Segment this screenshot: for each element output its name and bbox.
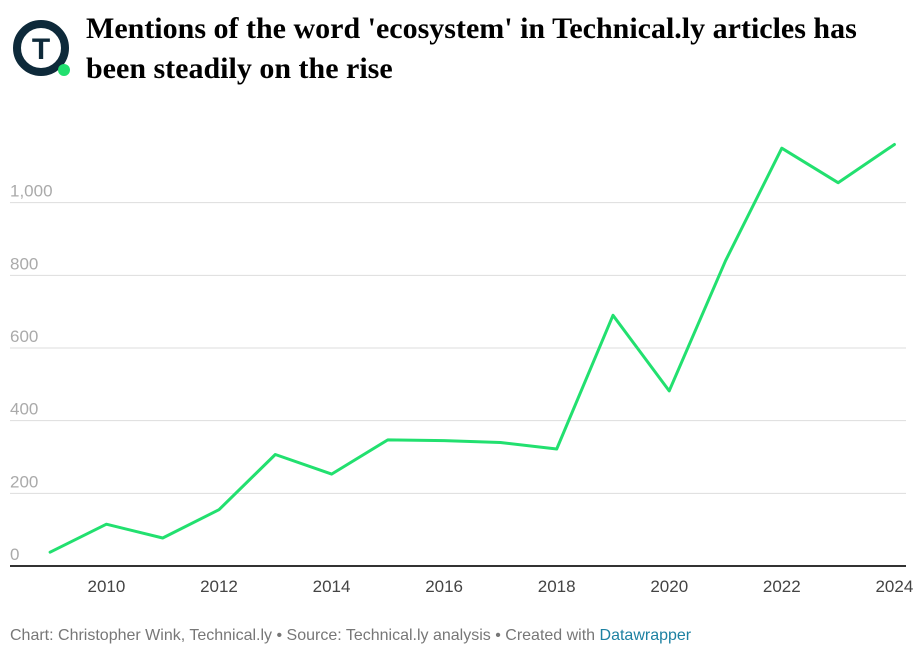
chart-header: T Mentions of the word 'ecosystem' in Te… [0, 0, 922, 100]
y-tick-label: 0 [10, 545, 19, 564]
x-tick-label: 2010 [88, 577, 126, 596]
chart-title: Mentions of the word 'ecosystem' in Tech… [86, 12, 857, 85]
x-tick-label: 2020 [650, 577, 688, 596]
y-tick-label: 1,000 [10, 182, 53, 201]
footer-credits: Chart: Christopher Wink, Technical.ly • … [10, 627, 600, 644]
x-tick-label: 2016 [425, 577, 463, 596]
logo-dot [58, 64, 70, 76]
y-tick-label: 200 [10, 472, 38, 491]
x-tick-label: 2012 [200, 577, 238, 596]
x-tick-label: 2022 [763, 577, 801, 596]
x-tick-label: 2024 [875, 577, 913, 596]
logo-letter: T [32, 33, 50, 66]
y-tick-label: 800 [10, 254, 38, 273]
chart-footer: Chart: Christopher Wink, Technical.ly • … [10, 627, 691, 645]
x-tick-label: 2014 [313, 577, 351, 596]
line-chart: 0 200 400 600 800 1,000 2010 2012 2014 2016 2018 20… [10, 143, 913, 596]
x-tick-label: 2018 [538, 577, 576, 596]
y-tick-label: 600 [10, 327, 38, 346]
technically-logo: T [13, 20, 70, 76]
series-line [48, 143, 896, 554]
y-tick-label: 400 [10, 400, 38, 419]
datawrapper-link[interactable]: Datawrapper [599, 627, 692, 644]
